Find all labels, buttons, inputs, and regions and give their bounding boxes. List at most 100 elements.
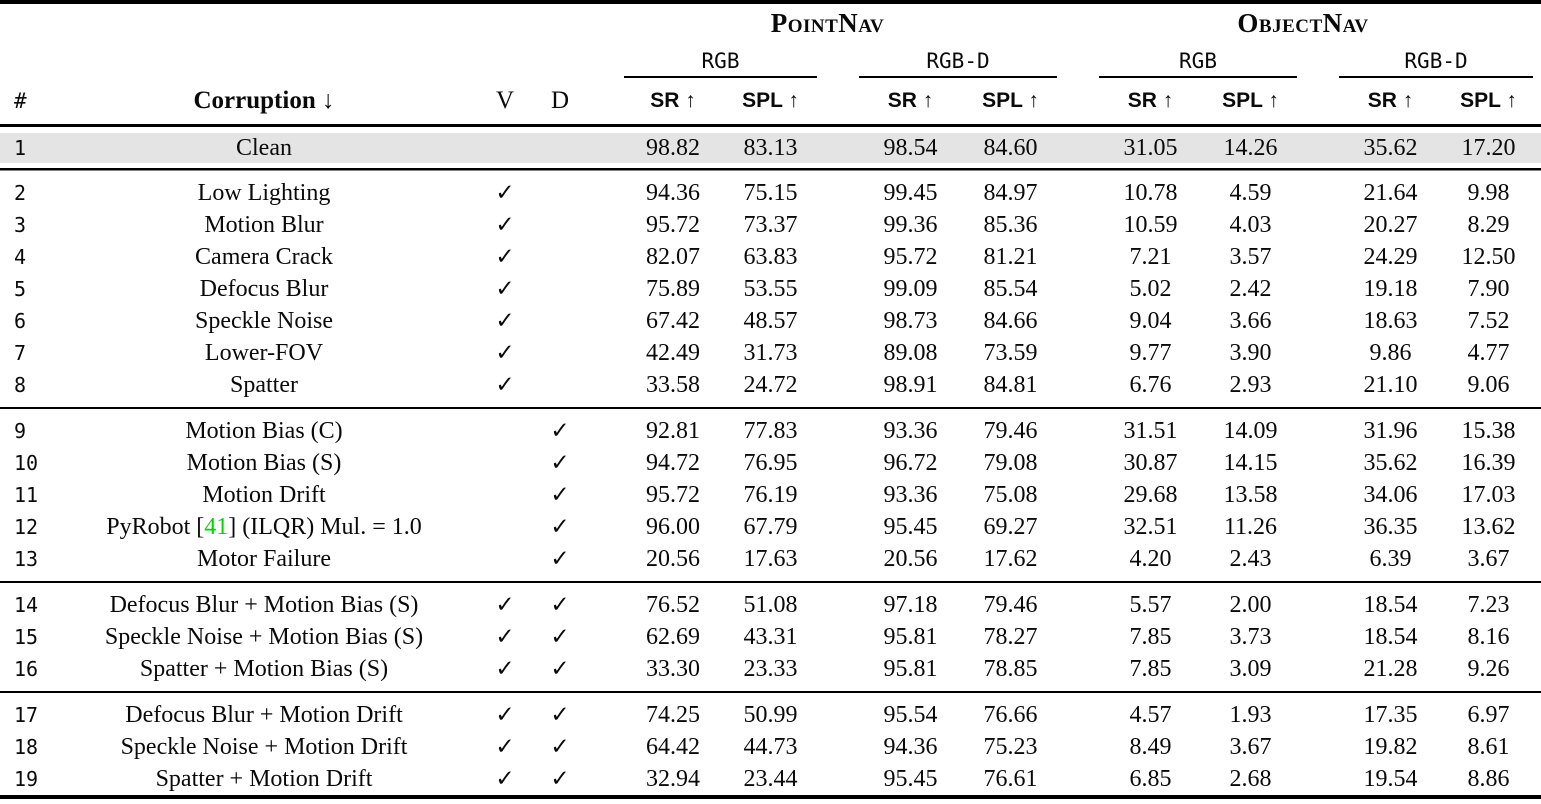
sensor-group-row: RGB RGB-D RGB RGB-D [0, 42, 1541, 78]
row-number: 8 [14, 373, 27, 397]
sr-value: 10.59 [1123, 211, 1178, 238]
sr-value: 18.54 [1363, 623, 1418, 650]
spl-value: 51.08 [743, 591, 798, 618]
row-number: 1 [0, 133, 48, 163]
table-row: 12 PyRobot [41] (ILQR) Mul. = 1.0 ✓ 96.00 67… [0, 511, 1541, 543]
row-number: 16 [14, 657, 39, 681]
sr-value: 99.45 [883, 179, 938, 206]
corruption-label: Motion Bias (C) [185, 417, 343, 444]
table-row: 8 Spatter ✓ 33.58 24.72 98.91 84.81 6.76 2.93 21.… [0, 369, 1541, 401]
subgroup-objectnav-rgb: RGB [1065, 42, 1305, 78]
sr-value: 36.35 [1363, 513, 1418, 540]
subgroup-pointnav-rgb: RGB [590, 42, 825, 78]
spl-value: 7.23 [1467, 591, 1510, 618]
sr-value: 18.54 [1363, 591, 1418, 618]
sr-value: 62.69 [646, 623, 700, 650]
sr-value: 31.05 [1065, 133, 1210, 163]
sr-value: 94.36 [883, 733, 938, 760]
subgroup-label: RGB [624, 49, 817, 78]
table-row: 17 Defocus Blur + Motion Drift ✓ ✓ 74.25 50.9… [0, 699, 1541, 731]
spl-value: 8.16 [1467, 623, 1510, 650]
spl-value: 15.38 [1461, 417, 1516, 444]
sr-value: 34.06 [1363, 481, 1418, 508]
visual-checkmark: ✓ [495, 340, 515, 365]
dynamics-checkmark: ✓ [550, 766, 570, 791]
sr-value: 32.51 [1123, 513, 1178, 540]
table-header: PointNav ObjectNav RGB RGB-D RGB RGB-D #… [0, 2, 1541, 127]
spl-value: 9.98 [1467, 179, 1510, 206]
spl-value: 76.61 [983, 765, 1038, 792]
sr-value: 95.72 [883, 243, 938, 270]
sr-value: 24.29 [1363, 243, 1418, 270]
spl-value: 3.90 [1229, 339, 1272, 366]
sr-value: 31.51 [1123, 417, 1178, 444]
sr-value: 7.21 [1129, 243, 1172, 270]
sr-value: 42.49 [646, 339, 700, 366]
visual-checkmark: ✓ [495, 734, 515, 759]
table-row: 1 Clean 98.82 83.13 98.54 84.60 31.05 14.26 35.6… [0, 133, 1541, 163]
group-header-objectnav: ObjectNav [1237, 7, 1369, 38]
col-header-spl: SPL ↑ [1450, 78, 1541, 127]
spl-value: 85.54 [983, 275, 1038, 302]
sr-value: 31.96 [1363, 417, 1418, 444]
col-header-dynamics: D [530, 78, 590, 127]
visual-checkmark: ✓ [495, 308, 515, 333]
spl-value: 7.90 [1467, 275, 1510, 302]
spl-value: 73.59 [983, 339, 1038, 366]
subgroup-label: RGB-D [859, 49, 1057, 78]
sr-value: 7.85 [1129, 623, 1172, 650]
spl-value: 2.42 [1229, 275, 1272, 302]
spl-value: 2.68 [1229, 765, 1272, 792]
subgroup-objectnav-rgbd: RGB-D [1305, 42, 1541, 78]
sr-value: 21.64 [1363, 179, 1418, 206]
sr-value: 6.39 [1369, 545, 1412, 572]
sr-value: 4.20 [1129, 545, 1172, 572]
table-row: 7 Lower-FOV ✓ 42.49 31.73 89.08 73.59 9.77 3.90 9… [0, 337, 1541, 369]
dynamics-checkmark: ✓ [550, 656, 570, 681]
spl-value: 76.19 [743, 481, 798, 508]
dynamics-checkmark: ✓ [550, 450, 570, 475]
spl-value: 4.77 [1467, 339, 1510, 366]
spl-value: 12.50 [1461, 243, 1516, 270]
table-row: 14 Defocus Blur + Motion Bias (S) ✓ ✓ 76.52 5… [0, 589, 1541, 621]
col-header-corruption: Corruption ↓ [48, 78, 480, 127]
spl-value: 84.97 [983, 179, 1038, 206]
spl-value: 75.15 [743, 179, 798, 206]
spl-value: 48.57 [743, 307, 798, 334]
sr-value: 33.30 [646, 655, 700, 682]
sr-value: 7.85 [1129, 655, 1172, 682]
sr-value: 8.49 [1129, 733, 1172, 760]
spl-value: 76.66 [983, 701, 1038, 728]
row-number: 5 [14, 277, 27, 301]
spl-value: 2.43 [1229, 545, 1272, 572]
spl-value: 75.08 [983, 481, 1038, 508]
sr-value: 98.73 [883, 307, 938, 334]
spl-value: 11.26 [1223, 513, 1278, 540]
row-number: 13 [14, 547, 39, 571]
spl-value: 3.73 [1229, 623, 1272, 650]
corruption-label: Spatter + Motion Drift [155, 765, 373, 792]
dynamics-checkmark [530, 177, 590, 209]
header-gap [0, 126, 1541, 134]
visual-checkmark: ✓ [495, 244, 515, 269]
sr-value: 95.45 [883, 513, 938, 540]
dynamics-checkmark: ✓ [550, 624, 570, 649]
corruption-label: Clean [48, 133, 480, 163]
visual-checkmark [480, 447, 530, 479]
citation-ref: 41 [204, 513, 229, 540]
sr-value: 94.36 [646, 179, 700, 206]
sr-value: 98.54 [825, 133, 970, 163]
dynamics-checkmark: ✓ [550, 546, 570, 571]
dynamics-checkmark [530, 241, 590, 273]
corruption-label: Low Lighting [197, 179, 331, 206]
row-number: 14 [14, 593, 39, 617]
col-header-spl: SPL ↑ [1210, 78, 1305, 127]
sr-value: 6.85 [1129, 765, 1172, 792]
sr-value: 82.07 [646, 243, 700, 270]
spl-value: 85.36 [983, 211, 1038, 238]
visual-checkmark [480, 415, 530, 447]
sr-value: 76.52 [646, 591, 700, 618]
table-body: 1 Clean 98.82 83.13 98.54 84.60 31.05 14.26 35.6… [0, 126, 1541, 798]
separator-cell [0, 126, 1541, 134]
